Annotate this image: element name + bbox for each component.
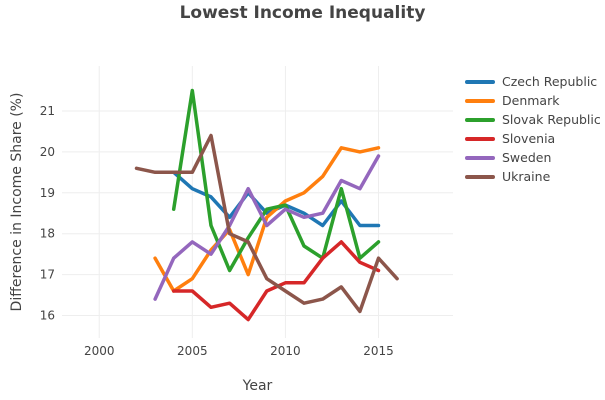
x-tick-label: 2010 [270,344,301,358]
legend-item-slovenia[interactable]: Slovenia [465,129,601,148]
x-axis-title: Year [242,378,273,394]
legend-swatch [465,79,495,84]
legend-swatch [465,136,495,141]
series-line-slovenia [171,240,381,322]
legend-label: Denmark [502,93,560,108]
legend-item-slovak-republic[interactable]: Slovak Republic [465,110,601,129]
series-line-denmark [153,146,381,293]
legend-swatch [465,174,495,179]
y-tick-label: 18 [40,227,55,241]
x-tick-label: 2005 [177,344,208,358]
legend-label: Czech Republic [502,74,598,89]
legend-item-ukraine[interactable]: Ukraine [465,167,601,186]
legend-label: Slovenia [502,131,556,146]
y-axis-title: Difference in Income Share (%) [9,93,25,312]
legend-item-denmark[interactable]: Denmark [465,91,601,110]
y-tick-label: 21 [40,104,55,118]
legend-label: Slovak Republic [502,112,601,127]
y-tick-label: 16 [40,309,55,323]
y-tick-label: 19 [40,186,55,200]
legend-label: Sweden [502,150,552,165]
chart-title: Lowest Income Inequality [179,3,426,23]
x-tick-label: 2015 [363,344,394,358]
series-line-slovak-republic [171,88,381,273]
legend-item-czech-republic[interactable]: Czech Republic [465,72,601,91]
series-line-ukraine [134,133,399,314]
x-tick-label: 2000 [84,344,115,358]
legend-label: Ukraine [502,169,551,184]
legend-item-sweden[interactable]: Sweden [465,148,601,167]
y-tick-label: 20 [40,145,55,159]
series-line-sweden [153,154,381,301]
legend-swatch [465,117,495,122]
legend-swatch [465,98,495,103]
y-tick-label: 17 [40,268,55,282]
legend: Czech Republic Denmark Slovak Republic Slov… [465,72,601,186]
legend-swatch [465,155,495,160]
